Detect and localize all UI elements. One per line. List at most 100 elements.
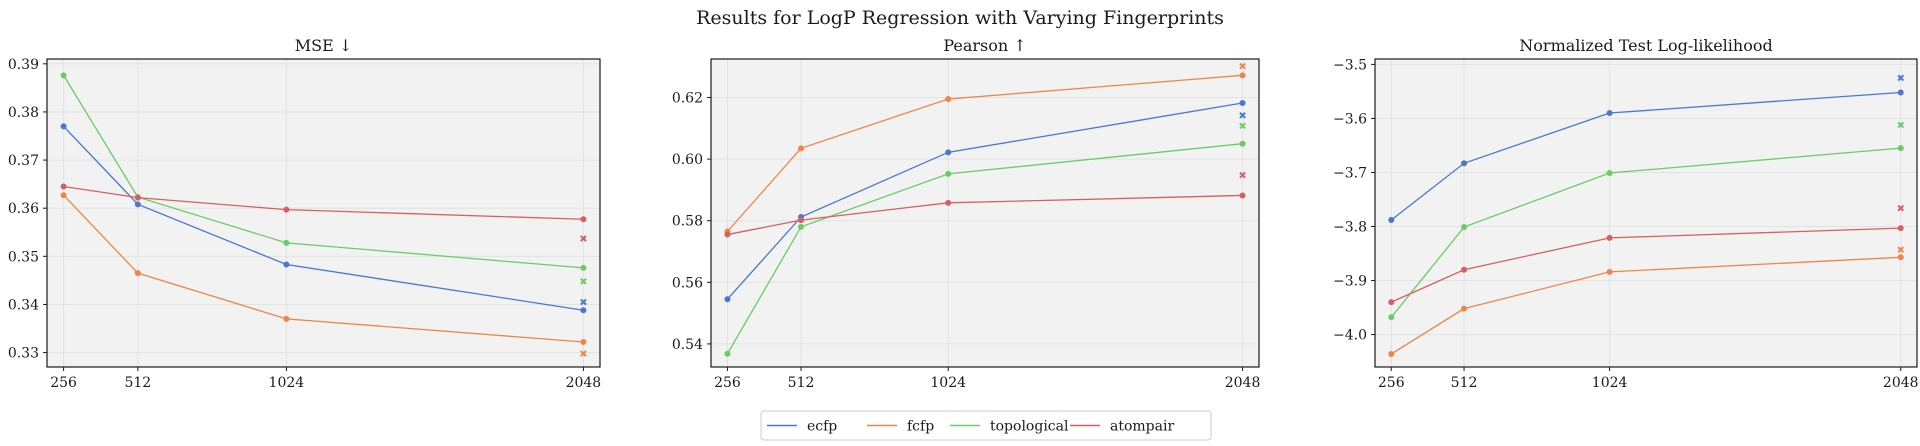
legend-label: ecfp [807,419,837,435]
chart-panel-2: −4.0 −3.9 −3.8 −3.7 −3.6 −3.5 256 512 1024 2048 No… [1333,36,1919,391]
chart-panel-0: 0.33 0.34 0.35 0.36 0.37 0.38 0.39 256 512 1024 20… [8,36,601,391]
series-line-atompair [63,185,584,220]
cross-marker-topological [1897,121,1905,129]
y-tick-label: −3.5 [1333,57,1367,73]
data-point-atompair [1239,192,1246,199]
data-point-atompair [1388,299,1395,306]
cross-marker-ecfp [580,298,587,306]
data-point-ecfp [283,261,290,268]
data-point-atompair [134,194,141,201]
plot-area [47,59,600,367]
legend-entry-atompair: atompair [1070,419,1174,435]
chart-panels: 0.33 0.34 0.35 0.36 0.37 0.38 0.39 256 512 1024 20… [8,36,1919,391]
data-point-ecfp [1606,110,1613,117]
series-line-ecfp [63,125,584,311]
panel-title: Normalized Test Log-likelihood [1519,36,1772,55]
y-tick-label: 0.33 [8,346,39,362]
data-point-ecfp [1897,89,1904,96]
cross-marker-atompair [1897,204,1905,212]
x-tick-label: 2048 [1225,375,1261,391]
series-line-ecfp [726,102,1243,300]
data-point-topological [945,170,952,177]
y-tick-label: 0.39 [8,57,39,73]
data-point-atompair [1461,266,1468,273]
data-point-ecfp [1239,100,1246,107]
y-tick-label: −4.0 [1333,328,1367,344]
legend-label: topological [990,419,1069,435]
y-tick-label: −3.8 [1333,220,1367,236]
y-tick-label: −3.7 [1333,165,1367,181]
legend-entry-ecfp: ecfp [767,419,837,435]
y-tick-label: 0.34 [8,297,39,313]
data-point-fcfp [1239,72,1246,79]
plot-area [711,59,1259,367]
x-tick-label: 1024 [269,375,305,391]
x-tick-label: 2048 [1883,375,1919,391]
data-point-fcfp [1388,351,1395,358]
cross-marker-topological [1239,122,1246,130]
cross-marker-ecfp [1897,74,1905,82]
data-point-topological [580,264,587,271]
y-tick-label: 0.62 [672,91,703,107]
data-point-ecfp [724,296,731,303]
x-tick-label: 256 [1378,375,1405,391]
data-point-atompair [60,183,67,190]
x-tick-label: 512 [788,375,815,391]
series-line-topological [1390,147,1901,318]
data-point-ecfp [1461,160,1468,167]
panel-title: MSE ↓ [295,36,353,55]
cross-marker-fcfp [580,350,587,357]
data-point-atompair [1606,234,1613,241]
plot-area [1375,59,1917,367]
y-tick-label: 0.60 [672,152,703,168]
data-point-ecfp [134,201,141,208]
data-point-atompair [945,199,952,206]
cross-marker-atompair [580,235,587,242]
y-tick-label: 0.58 [672,214,703,230]
data-point-ecfp [945,149,952,156]
x-tick-label: 512 [124,375,151,391]
legend-frame [760,410,1212,441]
y-tick-label: −3.6 [1333,111,1367,127]
data-point-topological [283,239,290,246]
y-tick-label: 0.36 [8,201,39,217]
axes-frame [46,58,601,368]
legend-label: fcfp [907,419,934,435]
panel-title: Pearson ↑ [943,36,1026,55]
series-line-topological [726,143,1243,355]
data-point-topological [1388,314,1395,321]
x-tick-label: 256 [50,375,77,391]
y-tick-label: 0.38 [8,105,39,121]
data-point-fcfp [945,96,952,103]
legend-label: atompair [1110,419,1174,435]
series-line-fcfp [1390,256,1901,355]
x-tick-label: 256 [714,375,741,391]
y-tick-label: 0.35 [8,249,39,265]
data-point-atompair [724,231,731,238]
data-point-fcfp [798,145,805,152]
data-point-topological [1239,140,1246,147]
data-point-fcfp [580,338,587,345]
data-point-topological [798,223,805,230]
data-point-fcfp [1897,254,1904,261]
y-tick-label: 0.37 [8,153,39,169]
axes-frame [1374,58,1918,368]
data-point-atompair [1897,225,1904,232]
legend: ecfp fcfp topological atompair [760,410,1212,441]
data-point-atompair [283,206,290,213]
x-tick-label: 1024 [930,375,966,391]
data-point-topological [1606,170,1613,177]
legend-entry-topological: topological [950,419,1069,435]
data-point-topological [1461,224,1468,231]
data-point-fcfp [60,192,67,199]
data-point-atompair [580,216,587,223]
legend-entry-fcfp: fcfp [867,419,934,435]
data-point-topological [724,350,731,357]
y-tick-label: 0.56 [672,275,703,291]
cross-marker-topological [580,278,587,285]
data-point-topological [1897,145,1904,152]
series-line-atompair [1390,227,1901,303]
data-point-ecfp [580,307,587,314]
data-point-fcfp [1461,305,1468,312]
